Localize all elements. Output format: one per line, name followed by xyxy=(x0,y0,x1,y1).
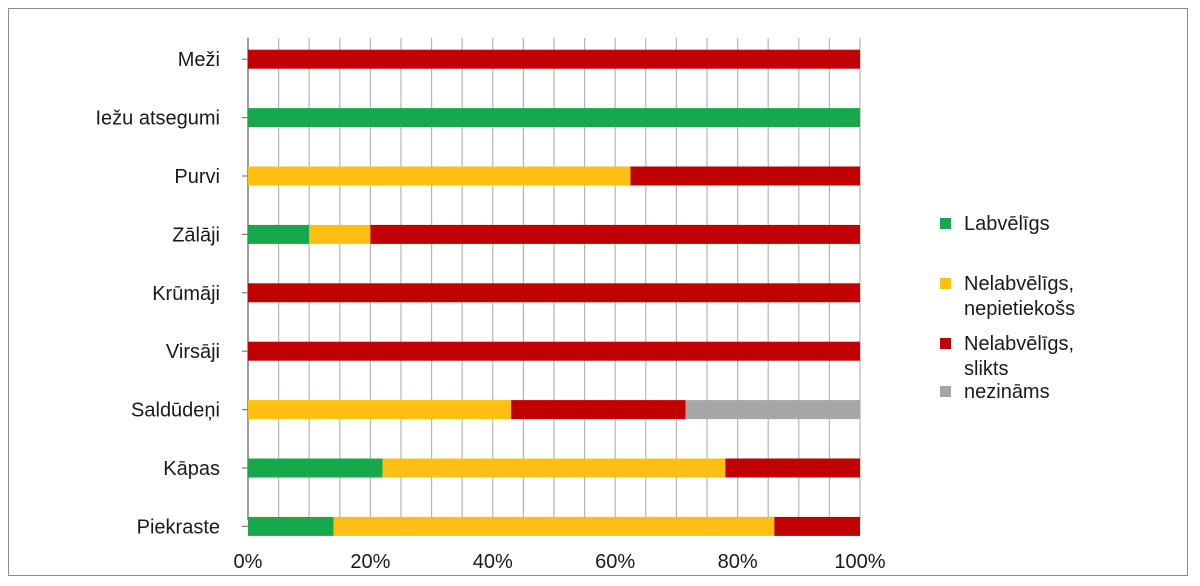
legend-swatch xyxy=(940,338,951,349)
bar-segment xyxy=(333,516,775,536)
x-tick-label: 40% xyxy=(473,551,513,573)
bar-segment xyxy=(774,516,860,536)
x-tick-label: 100% xyxy=(834,551,885,573)
category-label: Zālāji xyxy=(172,224,220,246)
category-label: Krūmāji xyxy=(152,283,220,305)
bar-segment xyxy=(248,108,860,128)
legend-label: Nelabvēlīgs, xyxy=(964,333,1074,355)
bar-segment xyxy=(248,516,334,536)
bar-segment xyxy=(370,224,860,244)
x-tick-label: 20% xyxy=(350,551,390,573)
legend-label: Labvēlīgs xyxy=(964,213,1050,235)
bar-segment xyxy=(382,458,726,478)
bar-segment xyxy=(630,166,860,186)
bar-segment xyxy=(309,224,371,244)
legend-label: nepietiekošs xyxy=(964,298,1075,320)
bar-segment xyxy=(248,283,860,303)
category-label: Piekraste xyxy=(137,516,220,538)
category-label: Saldūdeņi xyxy=(131,400,220,422)
legend-label: nezināms xyxy=(964,381,1050,403)
category-label: Kāpas xyxy=(163,458,220,480)
bar-segment xyxy=(248,166,631,186)
x-tick-label: 0% xyxy=(234,551,263,573)
x-tick-label: 80% xyxy=(718,551,758,573)
category-label: Purvi xyxy=(174,166,220,188)
bar-segment xyxy=(248,341,860,361)
bar-segment xyxy=(725,458,860,478)
bar-segment xyxy=(511,400,686,420)
chart-frame xyxy=(8,8,1188,576)
bar-segment xyxy=(248,400,512,420)
category-label: Virsāji xyxy=(166,341,220,363)
bar-segment xyxy=(248,458,383,478)
legend-swatch xyxy=(940,386,951,397)
bar-segment xyxy=(248,224,310,244)
bar-segment xyxy=(248,49,860,69)
legend-swatch xyxy=(940,218,951,229)
category-label: Iežu atsegumi xyxy=(95,108,220,130)
bar-segment xyxy=(685,400,860,420)
x-tick-label: 60% xyxy=(595,551,635,573)
category-label: Meži xyxy=(178,49,220,71)
legend-label: slikts xyxy=(964,358,1008,380)
legend-swatch xyxy=(940,278,951,289)
legend-label: Nelabvēlīgs, xyxy=(964,273,1074,295)
